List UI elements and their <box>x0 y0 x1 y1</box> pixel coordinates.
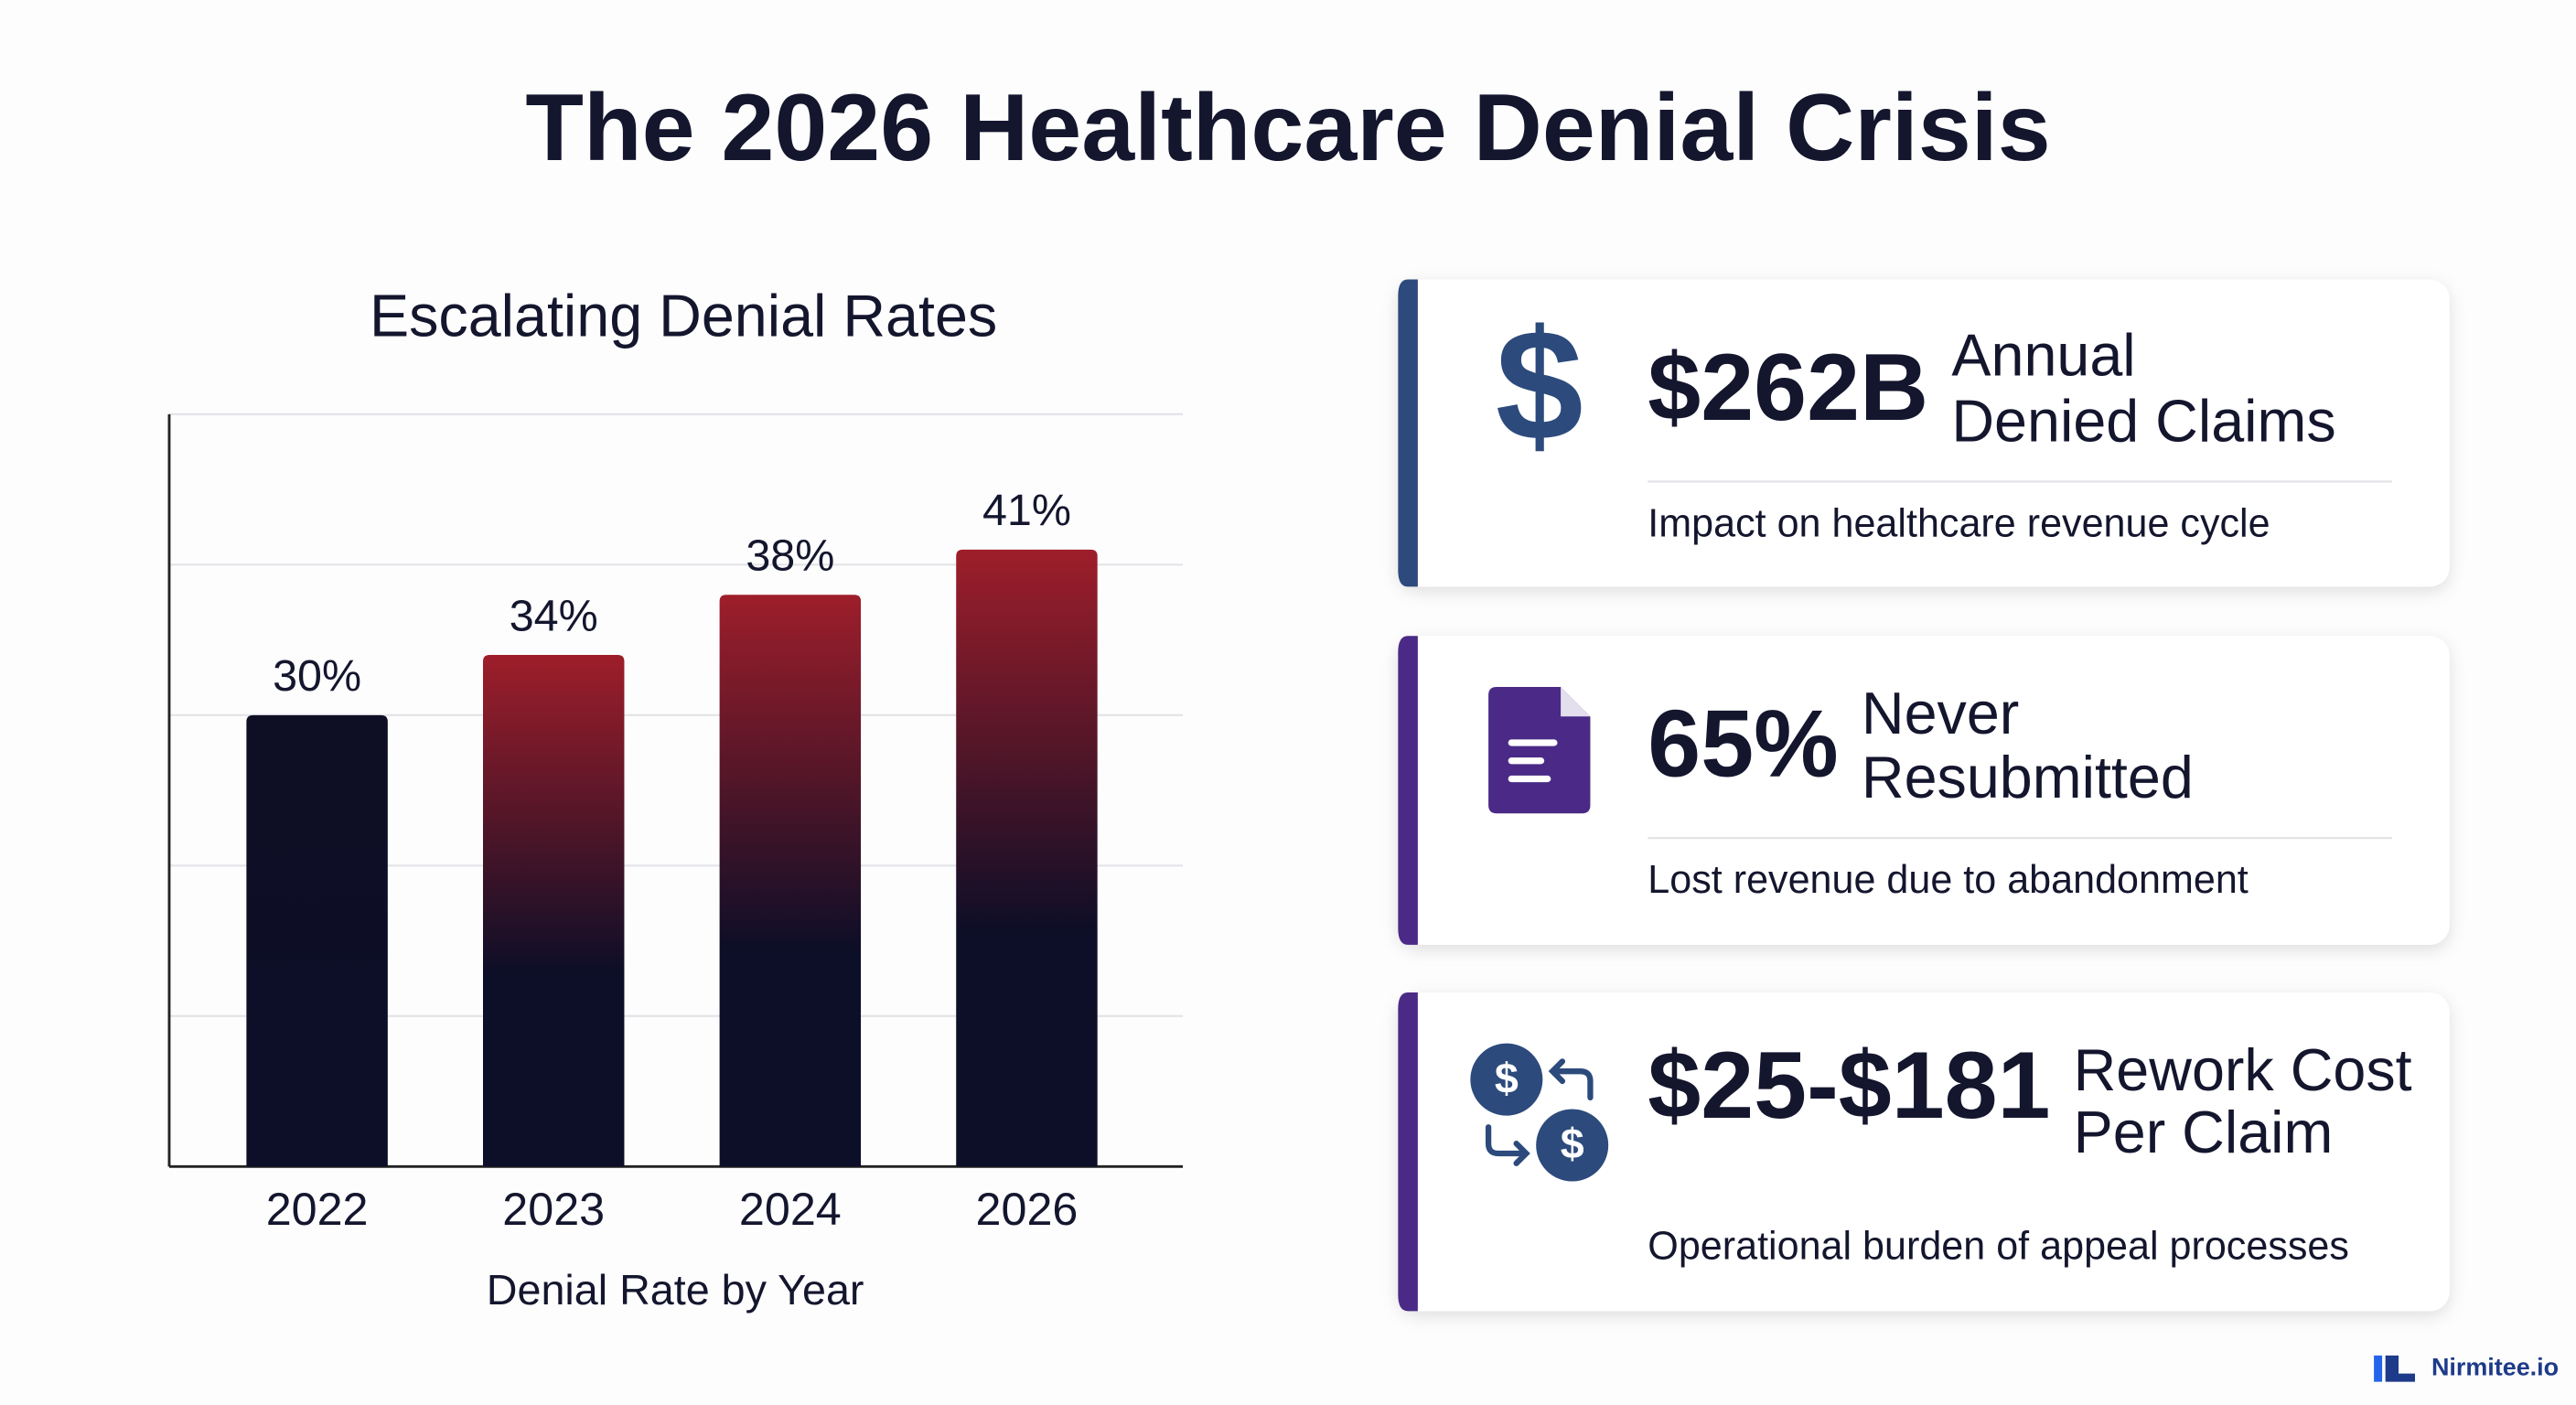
coin-symbol: $ <box>1561 1120 1584 1167</box>
stat-value: $25-$181 <box>1648 1033 2050 1139</box>
exchange-arrow <box>1485 1124 1530 1166</box>
stat-label: Rework Cost <box>2074 1036 2412 1103</box>
document-line <box>1508 739 1558 746</box>
x-tick-label: 2023 <box>502 1183 605 1235</box>
stat-label: Per Claim <box>2074 1099 2334 1165</box>
bar <box>483 655 625 1167</box>
x-axis-label: Denial Rate by Year <box>487 1266 864 1314</box>
stat-description: Lost revenue due to abandonment <box>1648 858 2249 902</box>
dollar-icon: $ <box>1496 296 1583 473</box>
x-tick-label: 2024 <box>739 1183 842 1235</box>
stat-label: Annual <box>1951 322 2135 389</box>
data-label: 41% <box>982 486 1071 535</box>
card-accent <box>1398 992 1418 1312</box>
page-title: The 2026 Healthcare Denial Crisis <box>525 75 2050 181</box>
bar <box>956 549 1098 1167</box>
card-background <box>1398 992 2450 1312</box>
x-tick-label: 2022 <box>266 1183 369 1235</box>
brand-name: Nirmitee.io <box>2431 1353 2559 1380</box>
coin-icon <box>1536 1109 1609 1182</box>
bar <box>246 714 388 1167</box>
data-label: 30% <box>273 651 361 701</box>
exchange-arrow <box>1548 1058 1594 1101</box>
stat-label: Never <box>1862 680 2019 746</box>
coin-icon <box>1470 1043 1543 1116</box>
stat-label: Denied Claims <box>1951 387 2335 454</box>
stat-label: Resubmitted <box>1862 744 2194 810</box>
document-line <box>1508 775 1551 783</box>
x-tick-label: 2026 <box>976 1183 1079 1235</box>
card-background <box>1398 279 2450 587</box>
stat-value: $262B <box>1648 335 1928 441</box>
document-fold <box>1561 686 1591 717</box>
document-line <box>1508 757 1545 765</box>
card-background <box>1398 636 2450 945</box>
card-accent <box>1398 279 1418 587</box>
data-label: 38% <box>746 531 834 581</box>
stat-description: Impact on healthcare revenue cycle <box>1648 501 2270 545</box>
brand-logo <box>2374 1355 2415 1382</box>
card-accent <box>1398 636 1418 945</box>
bar <box>719 595 862 1167</box>
coin-symbol: $ <box>1495 1054 1519 1101</box>
stat-value: 65% <box>1648 691 1838 797</box>
chart-title: Escalating Denial Rates <box>370 283 997 349</box>
stat-description: Operational burden of appeal processes <box>1648 1225 2349 1269</box>
data-label: 34% <box>510 591 598 640</box>
